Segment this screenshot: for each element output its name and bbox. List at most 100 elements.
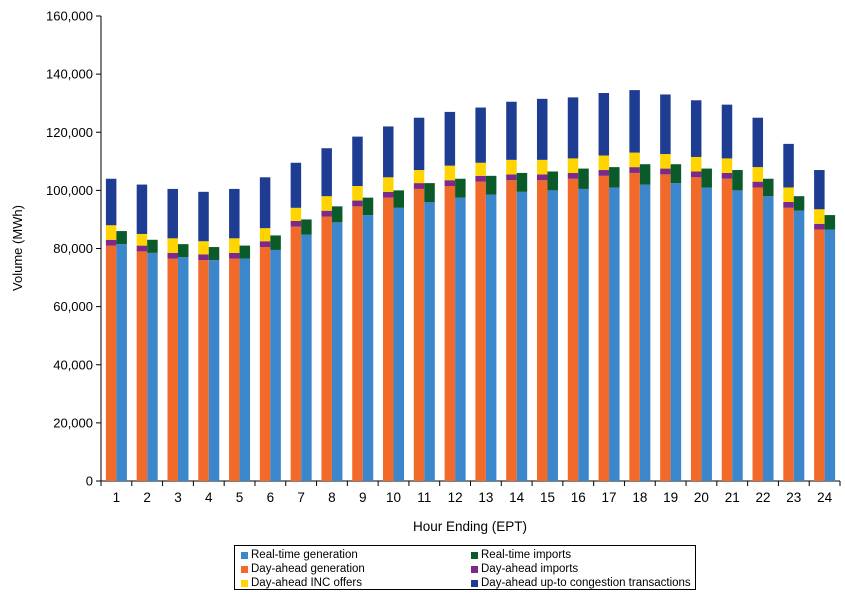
bar-day-ahead-up-to-congestion-transactions-12 [444, 111, 456, 166]
legend-swatch [471, 551, 478, 559]
x-tick-label: 10 [386, 490, 401, 505]
bar-real-time-generation-11 [424, 202, 435, 481]
bars [105, 90, 836, 481]
bar-day-ahead-inc-offers-18 [629, 152, 640, 168]
bar-day-ahead-inc-offers-3 [167, 238, 178, 253]
bar-day-ahead-inc-offers-9 [352, 186, 363, 201]
bar-day-ahead-up-to-congestion-transactions-5 [229, 188, 240, 239]
x-tick-label: 9 [359, 490, 367, 505]
legend-swatch [241, 551, 248, 559]
bar-day-ahead-up-to-congestion-transactions-10 [383, 126, 394, 178]
legend-label: Day-ahead INC offers [251, 577, 363, 589]
bar-day-ahead-up-to-congestion-transactions-22 [752, 117, 764, 168]
bar-real-time-imports-5 [239, 245, 251, 259]
bar-real-time-imports-19 [670, 164, 682, 184]
y-axis-label: Volume (MWh) [10, 205, 25, 291]
legend-item-day-ahead-inc-offers: Day-ahead INC offers [241, 577, 362, 589]
bar-day-ahead-inc-offers-23 [783, 187, 794, 202]
bar-day-ahead-up-to-congestion-transactions-16 [567, 97, 579, 159]
bar-day-ahead-generation-8 [321, 216, 332, 481]
x-tick-label: 3 [174, 490, 182, 505]
bar-day-ahead-generation-5 [229, 258, 240, 481]
bar-real-time-generation-15 [547, 190, 558, 481]
bar-day-ahead-inc-offers-11 [413, 170, 425, 184]
bar-day-ahead-imports-12 [444, 180, 456, 187]
bar-day-ahead-up-to-congestion-transactions-24 [814, 170, 825, 210]
bar-real-time-generation-22 [763, 196, 774, 481]
bar-real-time-imports-21 [732, 170, 743, 191]
y-tick-label: 160,000 [46, 9, 93, 24]
bar-day-ahead-generation-7 [290, 226, 302, 481]
bar-day-ahead-generation-20 [690, 177, 702, 481]
bar-day-ahead-imports-18 [629, 167, 640, 173]
legend-item-real-time-imports: Real-time imports [471, 549, 571, 561]
bar-day-ahead-up-to-congestion-transactions-23 [783, 143, 794, 188]
legend-item-day-ahead-up-to-congestion: Day-ahead up-to congestion transactions [471, 577, 691, 589]
x-tick-label: 18 [632, 490, 647, 505]
y-tick-label: 40,000 [53, 357, 93, 372]
bar-day-ahead-inc-offers-2 [136, 233, 148, 246]
bar-day-ahead-generation-24 [814, 229, 825, 481]
bar-real-time-imports-20 [701, 168, 712, 188]
bar-real-time-generation-4 [208, 260, 220, 481]
bar-day-ahead-imports-22 [752, 181, 764, 188]
bar-day-ahead-imports-20 [690, 171, 702, 178]
bar-day-ahead-inc-offers-5 [229, 238, 240, 253]
legend-label: Day-ahead imports [481, 563, 579, 575]
x-tick-label: 11 [417, 490, 431, 505]
x-tick-label: 19 [663, 490, 678, 505]
bar-real-time-generation-17 [609, 187, 620, 481]
x-tick-label: 4 [205, 490, 213, 505]
x-tick-label: 15 [540, 490, 555, 505]
bar-real-time-imports-13 [485, 175, 497, 195]
x-tick-label: 12 [448, 490, 463, 505]
bar-day-ahead-up-to-congestion-transactions-9 [352, 136, 363, 187]
bar-day-ahead-up-to-congestion-transactions-19 [660, 94, 671, 155]
bar-day-ahead-up-to-congestion-transactions-21 [721, 104, 733, 159]
bar-real-time-imports-10 [393, 190, 405, 208]
bar-real-time-generation-6 [270, 249, 281, 481]
bar-day-ahead-imports-13 [475, 175, 486, 182]
bar-real-time-generation-23 [793, 210, 805, 481]
bar-day-ahead-imports-14 [506, 174, 517, 181]
x-tick-label: 14 [509, 490, 525, 505]
bar-real-time-generation-3 [177, 257, 189, 481]
bar-real-time-imports-7 [301, 219, 312, 235]
bar-day-ahead-up-to-congestion-transactions-1 [105, 178, 117, 226]
legend: Real-time generation Real-time imports D… [234, 545, 696, 590]
x-tick-label: 17 [602, 490, 617, 505]
bar-day-ahead-generation-13 [475, 181, 486, 481]
bar-real-time-imports-14 [516, 172, 528, 192]
legend-swatch [241, 565, 248, 573]
bar-day-ahead-imports-9 [352, 200, 363, 207]
bar-day-ahead-generation-4 [198, 260, 209, 481]
legend-label: Real-time generation [251, 549, 358, 561]
bar-day-ahead-up-to-congestion-transactions-3 [167, 188, 178, 239]
bar-day-ahead-generation-21 [721, 178, 733, 481]
bar-real-time-generation-21 [732, 190, 743, 481]
bar-day-ahead-generation-17 [598, 175, 610, 481]
y-tick-label: 140,000 [46, 67, 93, 82]
bar-day-ahead-inc-offers-8 [321, 196, 332, 211]
bar-real-time-generation-13 [485, 194, 497, 481]
axes: 0 20,000 40,000 60,000 80,000 100,000 120,000 1… [46, 9, 841, 505]
x-tick-label: 7 [297, 490, 305, 505]
x-tick-label: 1 [113, 490, 121, 505]
x-tick-label: 5 [236, 490, 244, 505]
bar-day-ahead-up-to-congestion-transactions-11 [413, 117, 425, 171]
bar-real-time-imports-8 [331, 206, 343, 223]
bar-day-ahead-generation-1 [105, 245, 117, 481]
legend-swatch [241, 579, 248, 587]
bar-day-ahead-inc-offers-21 [721, 158, 733, 173]
bar-day-ahead-generation-22 [752, 187, 764, 481]
bar-real-time-generation-7 [301, 234, 312, 481]
bar-day-ahead-generation-18 [629, 172, 640, 481]
bar-day-ahead-imports-10 [383, 191, 394, 198]
y-tick-label: 120,000 [46, 125, 93, 140]
bar-real-time-imports-16 [578, 168, 589, 189]
bar-real-time-imports-9 [362, 197, 374, 216]
bar-real-time-imports-11 [424, 183, 435, 202]
bar-day-ahead-imports-15 [536, 174, 548, 181]
bar-real-time-generation-20 [701, 187, 712, 481]
y-tick-label: 0 [86, 474, 93, 489]
